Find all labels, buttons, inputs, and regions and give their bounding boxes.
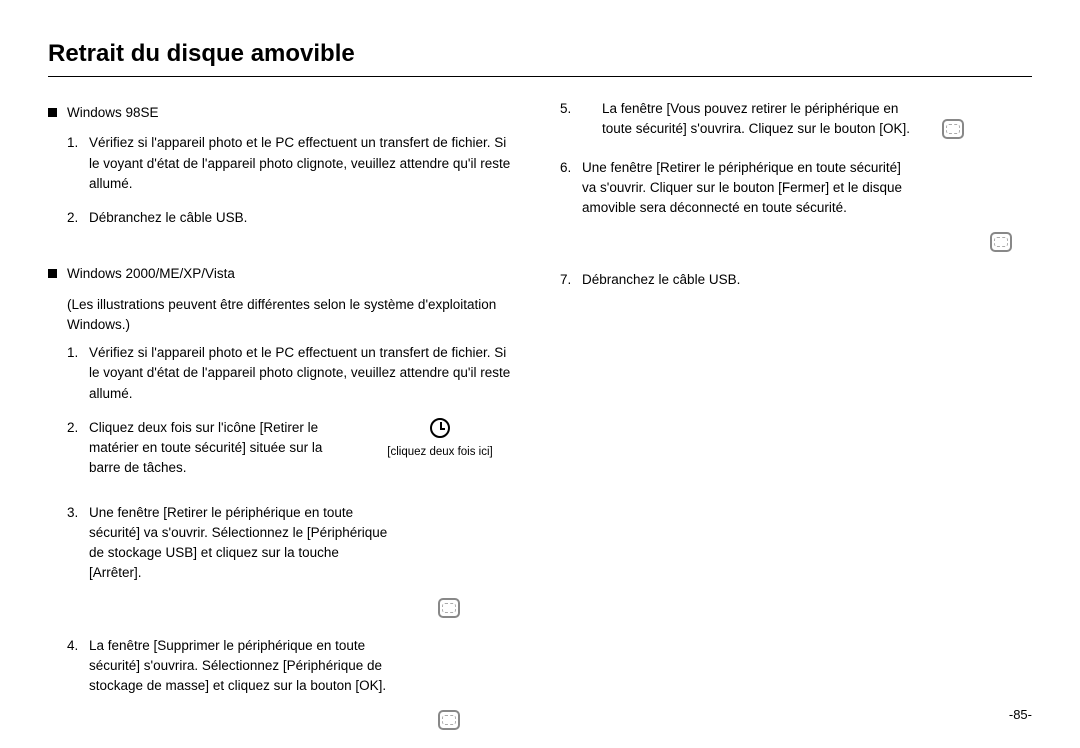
item-number: 4. xyxy=(67,636,89,697)
dialog-placeholder-icon xyxy=(990,232,1012,252)
item-text: Vérifiez si l'appareil photo et le PC ef… xyxy=(89,343,520,404)
item-number: 2. xyxy=(67,208,89,228)
list-item: 2. Débranchez le câble USB. xyxy=(67,208,520,228)
dialog-placeholder-icon xyxy=(438,598,460,618)
list-item: 4. La fenêtre [Supprimer le périphérique… xyxy=(67,636,520,697)
section-label: Windows 2000/ME/XP/Vista xyxy=(67,264,235,284)
item-number: 5. xyxy=(560,99,582,119)
square-bullet-icon xyxy=(48,269,57,278)
item-number: 3. xyxy=(67,503,89,584)
item-text: Débranchez le câble USB. xyxy=(582,270,1032,290)
page-title: Retrait du disque amovible xyxy=(48,40,1032,77)
item-number: 2. xyxy=(67,418,89,479)
item-text: Une fenêtre [Retirer le périphérique en … xyxy=(582,158,902,219)
item-number: 1. xyxy=(67,133,89,194)
left-column: Windows 98SE 1. Vérifiez si l'appareil p… xyxy=(48,99,520,748)
two-column-layout: Windows 98SE 1. Vérifiez si l'appareil p… xyxy=(48,99,1032,748)
list-item: 3. Une fenêtre [Retirer le périphérique … xyxy=(67,503,520,584)
section-label: Windows 98SE xyxy=(67,103,159,123)
section-windows-2000-me-xp-vista: Windows 2000/ME/XP/Vista xyxy=(48,264,520,284)
item-text: Vérifiez si l'appareil photo et le PC ef… xyxy=(89,133,520,194)
item-text: Cliquez deux fois sur l'icône [Retirer l… xyxy=(89,418,342,479)
list-item: 6. Une fenêtre [Retirer le périphérique … xyxy=(560,158,1032,219)
taskbar-icon-figure: [cliquez deux fois ici] xyxy=(360,418,520,461)
right-column: 5. La fenêtre [Vous pouvez retirer le pé… xyxy=(560,99,1032,748)
list-item: 5. La fenêtre [Vous pouvez retirer le pé… xyxy=(560,99,1032,140)
list-item: 2. Cliquez deux fois sur l'icône [Retire… xyxy=(67,418,520,479)
item-text: La fenêtre [Supprimer le périphérique en… xyxy=(89,636,399,697)
item-number: 1. xyxy=(67,343,89,404)
dialog-placeholder-icon xyxy=(942,119,964,139)
list-item: 1. Vérifiez si l'appareil photo et le PC… xyxy=(67,343,520,404)
page-number: -85- xyxy=(1009,707,1032,722)
clock-icon xyxy=(430,418,450,438)
item-number: 6. xyxy=(560,158,582,219)
item-text: La fenêtre [Vous pouvez retirer le périp… xyxy=(602,99,922,140)
square-bullet-icon xyxy=(48,108,57,117)
dialog-placeholder-icon xyxy=(438,710,460,730)
figure-caption: [cliquez deux fois ici] xyxy=(387,444,492,461)
item-text: Débranchez le câble USB. xyxy=(89,208,520,228)
item-text: Une fenêtre [Retirer le périphérique en … xyxy=(89,503,389,584)
list-item: 7. Débranchez le câble USB. xyxy=(560,270,1032,290)
list-item: 1. Vérifiez si l'appareil photo et le PC… xyxy=(67,133,520,194)
item-number: 7. xyxy=(560,270,582,290)
section-subtext: (Les illustrations peuvent être différen… xyxy=(67,295,520,336)
section-windows-98se: Windows 98SE xyxy=(48,103,520,123)
